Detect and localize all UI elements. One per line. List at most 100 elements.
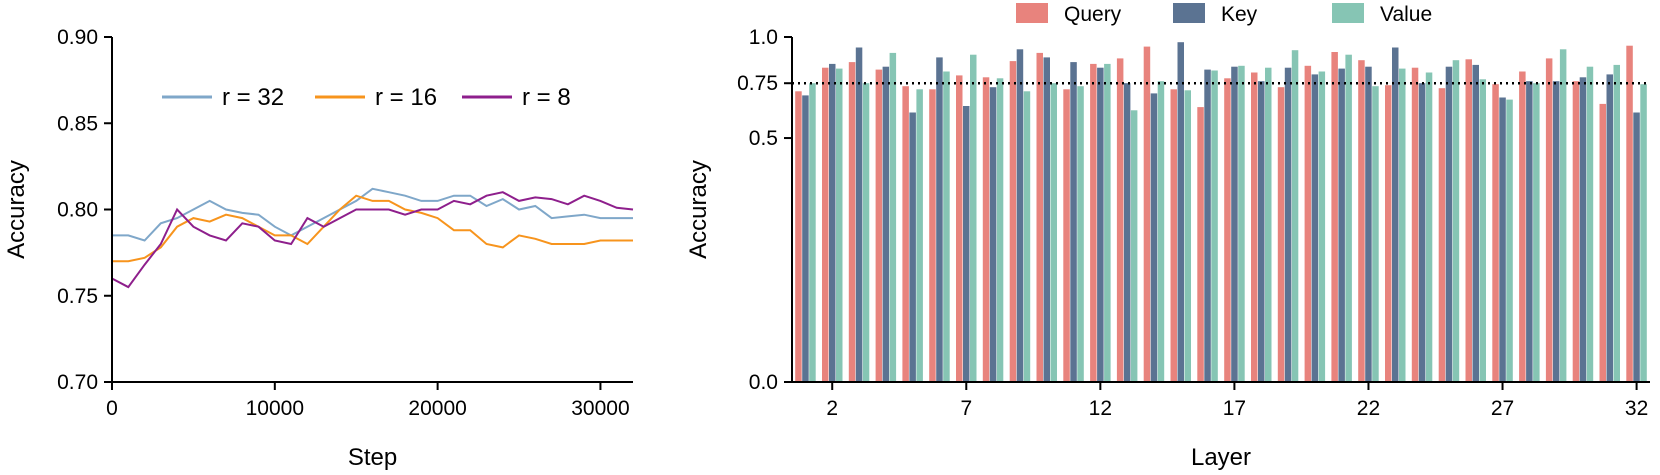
bar-query-layer-18 [1251, 72, 1258, 382]
bar-key-layer-1 [802, 95, 809, 383]
bar-query-layer-32 [1626, 45, 1633, 382]
bar-key-layer-27 [1499, 97, 1506, 382]
bar-value-layer-8 [996, 78, 1004, 383]
bar-key-layer-9 [1016, 49, 1024, 383]
bar-query-layer-3 [848, 62, 856, 382]
bar-key-layer-22 [1365, 66, 1372, 382]
y-axis-title-right: Accuracy [685, 160, 712, 259]
bar-query-layer-26 [1465, 59, 1472, 383]
bar-key-layer-2 [829, 63, 836, 383]
bar-key-layer-17 [1231, 66, 1238, 382]
bar-key-layer-20 [1311, 74, 1319, 383]
bar-query-layer-11 [1063, 89, 1070, 383]
bar-query-layer-16 [1197, 107, 1204, 382]
legend-label-right: Key [1221, 3, 1258, 26]
bar-value-layer-4 [889, 52, 897, 383]
bar-value-layer-5 [916, 89, 923, 383]
bar-value-layer-21 [1345, 54, 1352, 382]
bar-key-layer-28 [1526, 81, 1533, 382]
y-tick-label-right: 1.0 [749, 26, 778, 49]
bar-value-layer-24 [1425, 72, 1433, 382]
bar-value-layer-18 [1265, 67, 1272, 382]
bar-value-layer-30 [1586, 66, 1594, 382]
y-tick-label-right: 0.0 [749, 371, 778, 394]
x-tick-label-right: 2 [826, 397, 838, 420]
bar-key-layer-26 [1472, 64, 1479, 383]
y-tick-label-left: 0.70 [57, 371, 98, 394]
bar-value-layer-25 [1452, 60, 1460, 382]
bar-value-layer-22 [1372, 86, 1379, 382]
bar-key-layer-13 [1123, 83, 1131, 382]
x-tick-label-right: 22 [1357, 397, 1380, 420]
bar-key-layer-31 [1606, 74, 1613, 383]
bar-key-layer-12 [1097, 67, 1104, 382]
bar-value-layer-27 [1506, 99, 1513, 382]
bar-query-layer-24 [1411, 67, 1419, 382]
y-axis-title-left: Accuracy [3, 160, 30, 259]
legend-swatch-right [1016, 3, 1048, 23]
bar-key-layer-19 [1284, 67, 1292, 382]
x-tick-label-left: 0 [106, 397, 118, 420]
bar-key-layer-32 [1633, 112, 1640, 382]
y-tick-label-left: 0.85 [57, 112, 98, 135]
x-tick-label-left: 10000 [246, 397, 304, 420]
bar-query-layer-6 [929, 89, 936, 383]
bar-value-layer-11 [1077, 86, 1084, 382]
bar-key-layer-5 [909, 112, 916, 382]
y-tick-label-right: 0.5 [749, 127, 778, 150]
bar-key-layer-8 [989, 87, 997, 382]
bar-query-layer-20 [1304, 65, 1312, 383]
bar-query-layer-9 [1009, 61, 1017, 382]
bar-value-layer-28 [1533, 83, 1540, 382]
bar-value-layer-31 [1613, 64, 1620, 383]
bar-key-layer-10 [1043, 57, 1050, 383]
bar-value-layer-16 [1211, 70, 1218, 382]
bar-key-layer-30 [1579, 77, 1587, 383]
x-tick-label-right: 12 [1089, 397, 1112, 420]
bar-value-layer-15 [1184, 90, 1191, 383]
y-tick-label-left: 0.75 [57, 285, 98, 308]
bar-key-layer-11 [1070, 62, 1077, 382]
bar-key-layer-23 [1392, 47, 1399, 382]
bar-key-layer-21 [1338, 68, 1345, 382]
bar-query-layer-13 [1116, 58, 1124, 383]
x-tick-label-left: 30000 [571, 397, 629, 420]
bar-value-layer-2 [836, 68, 843, 382]
legend-swatch-right [1332, 3, 1364, 23]
bar-value-layer-20 [1318, 71, 1326, 382]
bar-query-layer-30 [1572, 81, 1580, 382]
bar-value-layer-32 [1640, 84, 1647, 382]
bar-key-layer-25 [1445, 66, 1453, 382]
legend-label-left: r = 8 [522, 84, 571, 111]
bar-value-layer-12 [1104, 63, 1111, 383]
bar-key-layer-18 [1258, 81, 1265, 382]
bar-query-layer-12 [1090, 63, 1097, 383]
bar-value-layer-14 [1157, 81, 1165, 382]
bar-value-layer-13 [1130, 110, 1138, 383]
y-tick-label-right: 0.75 [737, 72, 778, 95]
bar-query-layer-15 [1170, 89, 1177, 383]
bar-key-layer-16 [1204, 69, 1211, 382]
bar-value-layer-19 [1291, 50, 1299, 382]
bar-key-layer-15 [1177, 42, 1184, 382]
x-axis-title-right: Layer [1191, 444, 1251, 471]
left-chart-group: 0.70 0.75 0.80 0.85 0.90 0 10000 20000 30000 Step… [3, 26, 634, 471]
bar-query-layer-8 [982, 77, 990, 383]
bar-key-layer-4 [882, 66, 890, 382]
x-tick-label-left: 20000 [408, 397, 466, 420]
series-line-1 [112, 187, 633, 242]
bar-query-layer-21 [1331, 52, 1338, 382]
x-tick-label-right: 7 [960, 397, 972, 420]
y-tick-label-left: 0.90 [57, 26, 98, 49]
bar-key-layer-14 [1150, 93, 1158, 383]
legend-label-right: Value [1380, 3, 1432, 26]
x-tick-label-right: 17 [1223, 397, 1246, 420]
bar-query-layer-4 [875, 69, 883, 382]
bar-query-layer-25 [1438, 88, 1446, 382]
bar-query-layer-2 [822, 67, 829, 382]
legend-label-left: r = 32 [222, 84, 284, 111]
x-tick-label-right: 27 [1491, 397, 1514, 420]
x-tick-label-right: 32 [1625, 397, 1648, 420]
right-chart-group: 0.00.50.751.02 7 12 17 22 27 32LayerAccuracyQu… [685, 3, 1650, 471]
series-line-2 [112, 194, 633, 263]
